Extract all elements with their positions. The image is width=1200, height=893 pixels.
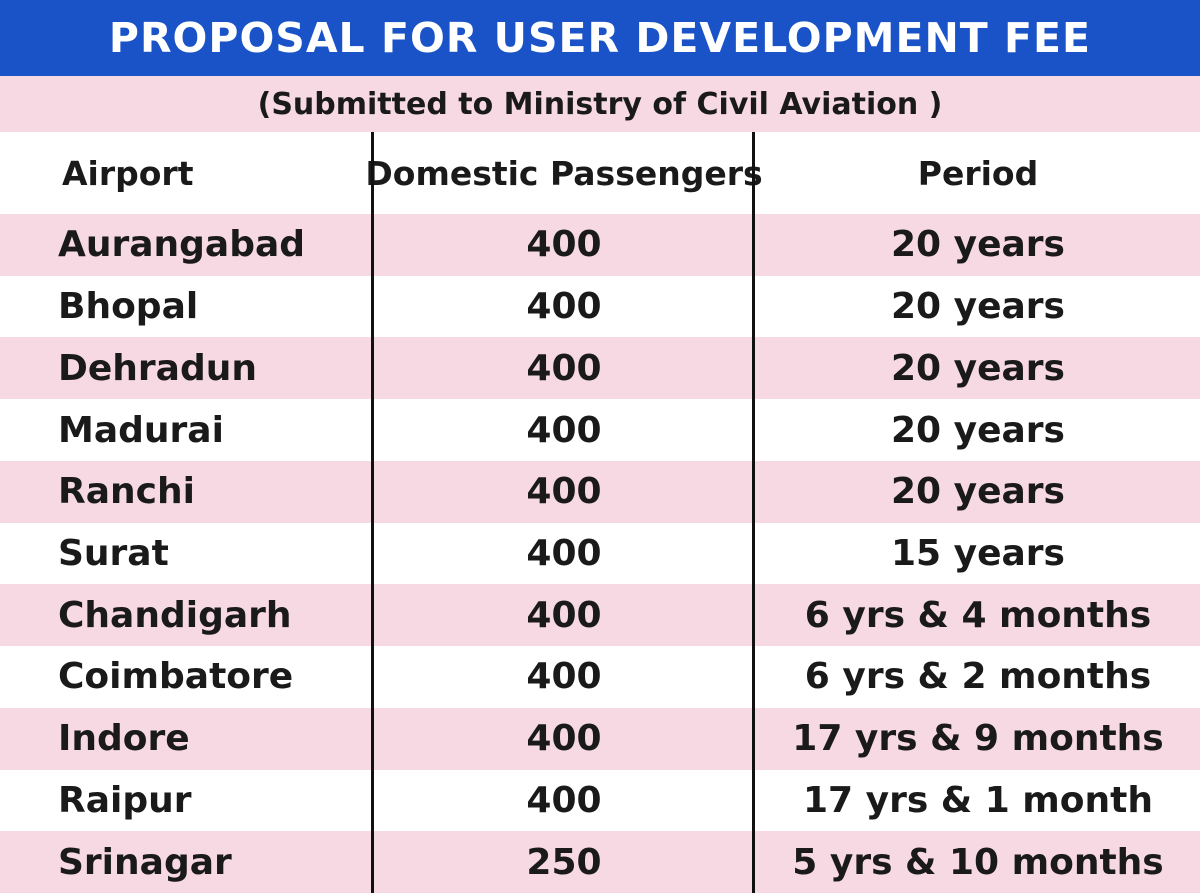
airport-cell: Coimbatore — [58, 656, 294, 698]
table-row: Coimbatore 400 6 yrs & 2 months — [0, 646, 1200, 708]
table-row: Chandigarh 400 6 yrs & 4 months — [0, 584, 1200, 647]
period-cell: 20 years — [891, 224, 1065, 266]
table-header-row: Airport Domestic Passengers Period — [0, 132, 1200, 214]
airport-cell: Madurai — [58, 409, 224, 451]
airport-cell: Indore — [58, 718, 190, 760]
airport-cell: Raipur — [58, 779, 192, 821]
subtitle-bar: (Submitted to Ministry of Civil Aviation… — [0, 76, 1200, 132]
period-cell: 15 years — [891, 532, 1065, 574]
domestic-passengers-cell: 400 — [526, 779, 602, 821]
header-airport: Airport — [62, 153, 194, 193]
table-row: Ranchi 400 20 years — [0, 460, 1200, 523]
airport-cell: Dehradun — [58, 347, 258, 389]
period-cell: 6 yrs & 2 months — [804, 656, 1152, 698]
header-domestic-passengers: Domestic Passengers — [365, 153, 763, 193]
domestic-passengers-cell: 400 — [526, 286, 602, 328]
airport-cell: Aurangabad — [58, 224, 306, 266]
period-cell: 20 years — [891, 286, 1065, 328]
domestic-passengers-cell: 400 — [526, 409, 602, 451]
airport-cell: Srinagar — [58, 841, 232, 883]
data-table: Airport Domestic Passengers Period Auran… — [0, 132, 1200, 893]
airport-cell: Bhopal — [58, 286, 199, 328]
domestic-passengers-cell: 400 — [526, 347, 602, 389]
domestic-passengers-cell: 400 — [526, 656, 602, 698]
period-cell: 20 years — [891, 471, 1065, 513]
domestic-passengers-cell: 400 — [526, 718, 602, 760]
period-cell: 20 years — [891, 347, 1065, 389]
table-subtitle: (Submitted to Ministry of Civil Aviation… — [257, 86, 943, 122]
domestic-passengers-cell: 400 — [526, 532, 602, 574]
table-row: Dehradun 400 20 years — [0, 337, 1200, 400]
table-row: Aurangabad 400 20 years — [0, 214, 1200, 276]
domestic-passengers-cell: 400 — [526, 471, 602, 513]
table-title: PROPOSAL FOR USER DEVELOPMENT FEE — [108, 14, 1092, 62]
domestic-passengers-cell: 400 — [526, 224, 602, 266]
domestic-passengers-cell: 400 — [526, 594, 602, 636]
table-row: Surat 400 15 years — [0, 522, 1200, 585]
period-cell: 17 yrs & 1 month — [802, 779, 1154, 821]
table-row: Bhopal 400 20 years — [0, 275, 1200, 338]
table-row: Raipur 400 17 yrs & 1 month — [0, 769, 1200, 832]
period-cell: 17 yrs & 9 months — [792, 718, 1164, 760]
header-period: Period — [917, 153, 1039, 193]
column-divider-2 — [752, 132, 755, 893]
airport-cell: Surat — [58, 532, 169, 574]
title-bar: PROPOSAL FOR USER DEVELOPMENT FEE — [0, 0, 1200, 76]
period-cell: 5 yrs & 10 months — [792, 841, 1164, 883]
period-cell: 6 yrs & 4 months — [804, 594, 1152, 636]
table-row: Srinagar 250 5 yrs & 10 months — [0, 831, 1200, 893]
table-row: Indore 400 17 yrs & 9 months — [0, 707, 1200, 770]
domestic-passengers-cell: 250 — [526, 841, 602, 883]
airport-cell: Chandigarh — [58, 594, 292, 636]
table-row: Madurai 400 20 years — [0, 399, 1200, 461]
airport-cell: Ranchi — [58, 471, 195, 513]
column-divider-1 — [371, 132, 374, 893]
period-cell: 20 years — [891, 409, 1065, 451]
